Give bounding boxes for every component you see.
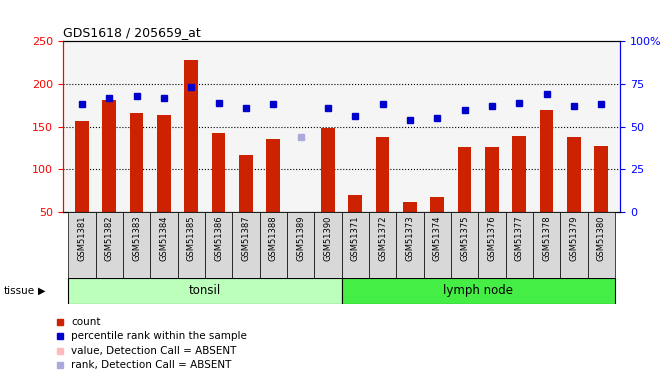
- Text: GSM51373: GSM51373: [405, 215, 414, 261]
- Bar: [533, 212, 560, 278]
- Bar: [451, 212, 478, 278]
- Bar: [485, 147, 499, 212]
- Bar: [68, 278, 342, 304]
- Bar: [184, 60, 198, 212]
- Text: ▶: ▶: [38, 286, 46, 296]
- Text: GSM51372: GSM51372: [378, 215, 387, 261]
- Text: GSM51384: GSM51384: [159, 215, 168, 261]
- Bar: [595, 146, 608, 212]
- Text: GSM51375: GSM51375: [460, 215, 469, 261]
- Bar: [150, 212, 178, 278]
- Text: lymph node: lymph node: [444, 284, 513, 297]
- Bar: [540, 110, 554, 212]
- Text: GDS1618 / 205659_at: GDS1618 / 205659_at: [63, 26, 201, 39]
- Text: GSM51379: GSM51379: [570, 215, 578, 261]
- Bar: [458, 147, 471, 212]
- Bar: [294, 212, 308, 250]
- Text: percentile rank within the sample: percentile rank within the sample: [71, 332, 248, 342]
- Bar: [587, 212, 615, 278]
- Text: GSM51387: GSM51387: [242, 215, 250, 261]
- Bar: [560, 212, 587, 278]
- Text: GSM51389: GSM51389: [296, 215, 305, 261]
- Bar: [342, 278, 615, 304]
- Bar: [102, 100, 116, 212]
- Text: count: count: [71, 317, 101, 327]
- Bar: [129, 113, 143, 212]
- Text: GSM51378: GSM51378: [542, 215, 551, 261]
- Bar: [321, 128, 335, 212]
- Bar: [68, 212, 96, 278]
- Text: GSM51385: GSM51385: [187, 215, 195, 261]
- Bar: [342, 212, 369, 278]
- Bar: [369, 212, 396, 278]
- Text: GSM51386: GSM51386: [214, 215, 223, 261]
- Bar: [506, 212, 533, 278]
- Bar: [75, 121, 88, 212]
- Bar: [478, 212, 506, 278]
- Bar: [287, 212, 314, 278]
- Bar: [348, 195, 362, 212]
- Text: GSM51376: GSM51376: [488, 215, 496, 261]
- Bar: [232, 212, 259, 278]
- Text: GSM51390: GSM51390: [323, 215, 333, 261]
- Text: GSM51383: GSM51383: [132, 215, 141, 261]
- Text: value, Detection Call = ABSENT: value, Detection Call = ABSENT: [71, 346, 237, 356]
- Bar: [123, 212, 150, 278]
- Bar: [212, 132, 225, 212]
- Bar: [178, 212, 205, 278]
- Bar: [396, 212, 424, 278]
- Bar: [424, 212, 451, 278]
- Bar: [567, 137, 581, 212]
- Text: GSM51380: GSM51380: [597, 215, 606, 261]
- Bar: [157, 116, 171, 212]
- Text: tonsil: tonsil: [189, 284, 221, 297]
- Bar: [314, 212, 342, 278]
- Text: tissue: tissue: [3, 286, 34, 296]
- Bar: [430, 196, 444, 212]
- Bar: [376, 137, 389, 212]
- Text: GSM51388: GSM51388: [269, 215, 278, 261]
- Text: GSM51377: GSM51377: [515, 215, 524, 261]
- Bar: [96, 212, 123, 278]
- Text: GSM51371: GSM51371: [350, 215, 360, 261]
- Bar: [239, 155, 253, 212]
- Text: GSM51382: GSM51382: [105, 215, 114, 261]
- Bar: [512, 136, 526, 212]
- Text: GSM51381: GSM51381: [77, 215, 86, 261]
- Bar: [403, 202, 416, 212]
- Bar: [259, 212, 287, 278]
- Text: rank, Detection Call = ABSENT: rank, Detection Call = ABSENT: [71, 360, 232, 370]
- Bar: [205, 212, 232, 278]
- Bar: [267, 140, 280, 212]
- Text: GSM51374: GSM51374: [433, 215, 442, 261]
